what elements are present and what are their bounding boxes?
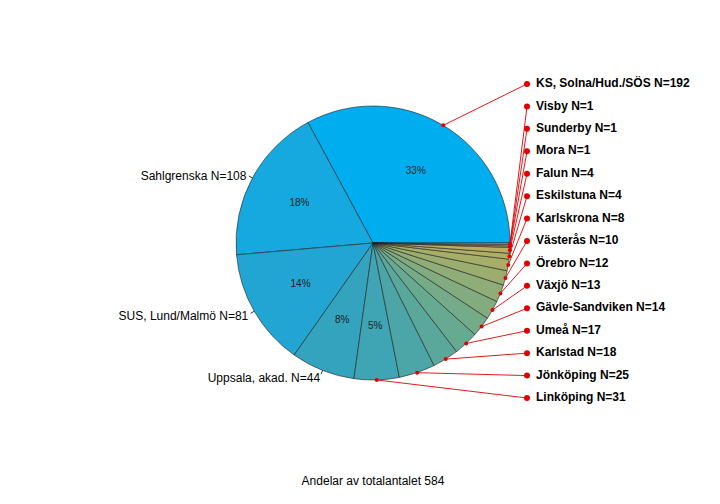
percent-label: 8% <box>335 314 350 325</box>
leader-dot <box>524 238 530 244</box>
slice-label: Karlskrona N=8 <box>536 211 625 225</box>
leader-end <box>506 263 510 267</box>
percent-label: 14% <box>291 278 311 289</box>
slice <box>373 243 510 259</box>
slice-label: Örebro N=12 <box>536 255 609 270</box>
leader-end <box>375 378 379 382</box>
slice-label: Sunderby N=1 <box>536 121 617 135</box>
percent-label: 18% <box>289 197 309 208</box>
leader-line <box>443 84 527 125</box>
slice-label: Gävle-Sandviken N=14 <box>536 300 665 314</box>
leader-line <box>417 373 527 376</box>
leader-end <box>464 341 468 345</box>
label-tick <box>249 176 253 178</box>
slice <box>236 122 373 254</box>
leader-dot <box>524 305 530 311</box>
leader-line <box>377 380 527 398</box>
leader-line <box>466 331 527 344</box>
label-tick <box>321 370 323 374</box>
leader-line <box>505 241 527 278</box>
slice-label: Västerås N=10 <box>536 233 619 247</box>
leader-dot <box>524 126 530 132</box>
slice-label: Visby N=1 <box>536 99 594 113</box>
leader-dot <box>524 193 530 199</box>
leader-dot <box>524 148 530 154</box>
leader-dot <box>524 373 530 379</box>
slice <box>373 243 510 244</box>
slice-label: Sahlgrenska N=108 <box>141 169 247 183</box>
slices <box>236 106 510 380</box>
slice-label: KS, Solna/Hud./SÖS N=192 <box>536 75 690 90</box>
slice-label: Eskilstuna N=4 <box>536 188 622 202</box>
leader-line <box>446 353 527 359</box>
slice-label: Umeå N=17 <box>536 323 601 337</box>
caption: Andelar av totalantalet 584 <box>302 474 445 488</box>
labels-right: KS, Solna/Hud./SÖS N=192 Visby N=1 Sunderb… <box>375 75 690 404</box>
slice-label: Falun N=4 <box>536 166 594 180</box>
leader-dot <box>524 81 530 87</box>
percent-label: 33% <box>406 165 426 176</box>
leader-dot <box>524 103 530 109</box>
slice-label: Växjö N=13 <box>536 278 601 292</box>
slice-label: Jönköping N=25 <box>536 368 629 382</box>
leader-end <box>480 325 484 329</box>
slice-label: SUS, Lund/Malmö N=81 <box>119 309 249 323</box>
slice-label: Mora N=1 <box>536 143 591 157</box>
slice-label: Karlstad N=18 <box>536 345 617 359</box>
leader-dot <box>524 328 530 334</box>
labels-left: Sahlgrenska N=108 SUS, Lund/Malmö N=81 Upp… <box>119 169 323 385</box>
chart: 33% 18% 14% 8% 5% KS, Solna/Hud./SÖS N=192 Vis… <box>0 0 720 504</box>
leader-line <box>492 286 527 310</box>
leader-end <box>415 371 419 375</box>
slice <box>373 243 510 253</box>
slice-label: Uppsala, akad. N=44 <box>208 371 321 385</box>
leader-dot <box>524 260 530 266</box>
leader-line <box>510 151 527 246</box>
leader-dot <box>524 216 530 222</box>
leader-dot <box>524 350 530 356</box>
leader-end <box>498 291 502 295</box>
pie: 33% 18% 14% 8% 5% KS, Solna/Hud./SÖS N=192 Vis… <box>119 75 690 404</box>
leader-end <box>441 123 445 127</box>
leader-end <box>444 357 448 361</box>
slice <box>373 243 509 271</box>
slice <box>373 243 510 246</box>
slice-label: Linköping N=31 <box>536 390 626 404</box>
slice <box>373 243 510 247</box>
leader-line <box>482 308 527 326</box>
leader-end <box>503 276 507 280</box>
percent-label: 5% <box>368 320 383 331</box>
leader-dot <box>524 283 530 289</box>
label-tick <box>251 311 255 313</box>
leader-dot <box>524 171 530 177</box>
leader-end <box>490 308 494 312</box>
leader-dot <box>524 395 530 401</box>
